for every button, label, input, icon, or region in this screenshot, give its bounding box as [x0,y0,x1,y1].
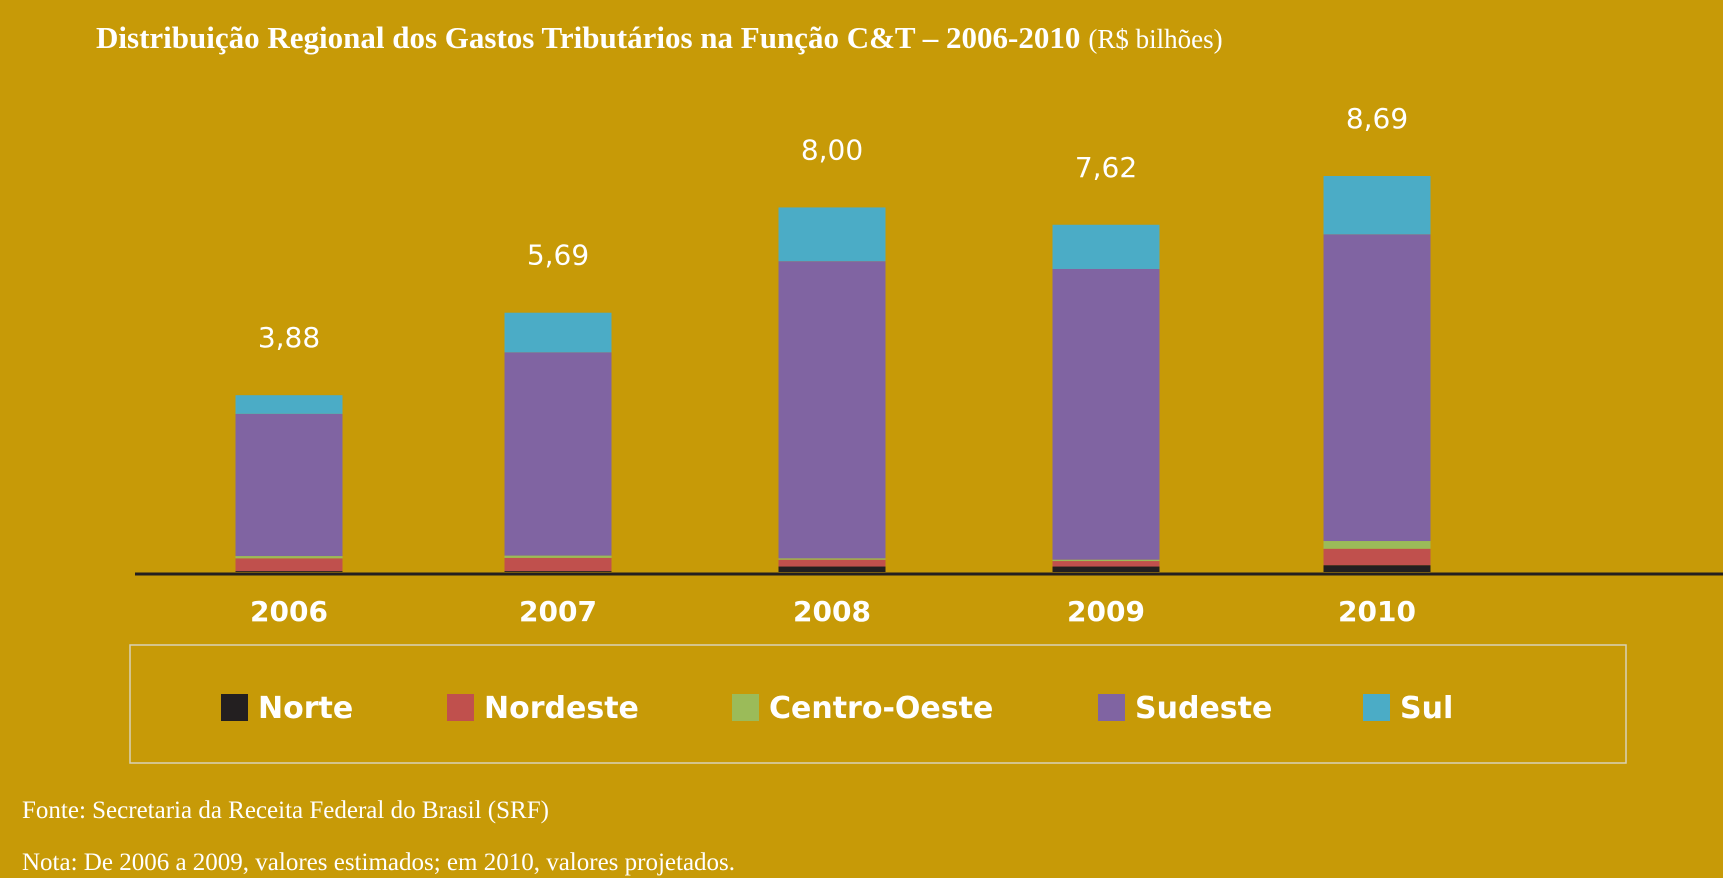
bar-segment [778,558,886,560]
bar-segment [235,571,343,572]
bar-segment [235,556,343,559]
legend: Norte Nordeste Centro-Oeste Sudeste Sul [221,691,1453,726]
x-tick-label: 2006 [250,595,328,628]
x-tick-label: 2010 [1338,595,1416,628]
bar-segment [504,352,612,556]
bars: 3,88 2006 5,69 2007 8,00 2008 7,62 2009 8,69 2010 [235,102,1431,628]
total-label: 3,88 [258,321,320,354]
legend-swatch [221,694,248,721]
footnote: Nota: De 2006 a 2009, valores estimados;… [22,849,735,876]
bar-segment [778,566,886,572]
bar-segment [1052,561,1160,567]
legend-swatch [1098,694,1125,721]
legend-label: Centro-Oeste [769,691,993,726]
bar-segment [1323,234,1431,542]
bar-segment [778,261,886,559]
total-label: 7,62 [1075,151,1137,184]
total-label: 8,00 [801,133,863,166]
title-unit: (R$ bilhões) [1088,24,1222,54]
legend-label: Sudeste [1135,691,1272,726]
bar-segment [1323,548,1431,566]
bar-segment [235,395,343,414]
bar-segment [235,413,343,557]
bar-segment [504,555,612,558]
bar-segment [1052,559,1160,562]
bar-segment [1052,268,1160,560]
x-tick-label: 2009 [1067,595,1145,628]
bar-segment [1323,565,1431,572]
legend-box [129,644,1627,764]
source-note: Fonte: Secretaria da Receita Federal do … [22,797,549,824]
bar-segment [504,571,612,572]
bar-segment [1052,566,1160,572]
title-main: Distribuição Regional dos Gastos Tributá… [96,20,1080,55]
total-label: 8,69 [1346,102,1408,135]
x-tick-label: 2008 [793,595,871,628]
legend-swatch [1363,694,1390,721]
bar-segment [504,312,612,353]
x-tick-label: 2007 [519,595,597,628]
legend-label: Nordeste [484,691,639,726]
legend-label: Sul [1400,691,1453,726]
chart-title: Distribuição Regional dos Gastos Tributá… [96,20,1223,55]
legend-swatch [732,694,759,721]
legend-label: Norte [258,691,353,726]
total-label: 5,69 [527,239,589,272]
bar-segment [778,207,886,262]
bar-segment [1052,224,1160,269]
bar-segment [778,559,886,567]
bar-segment [1323,541,1431,549]
bar-segment [504,557,612,572]
legend-swatch [447,694,474,721]
bar-segment [1323,176,1431,235]
bar-segment [235,558,343,572]
